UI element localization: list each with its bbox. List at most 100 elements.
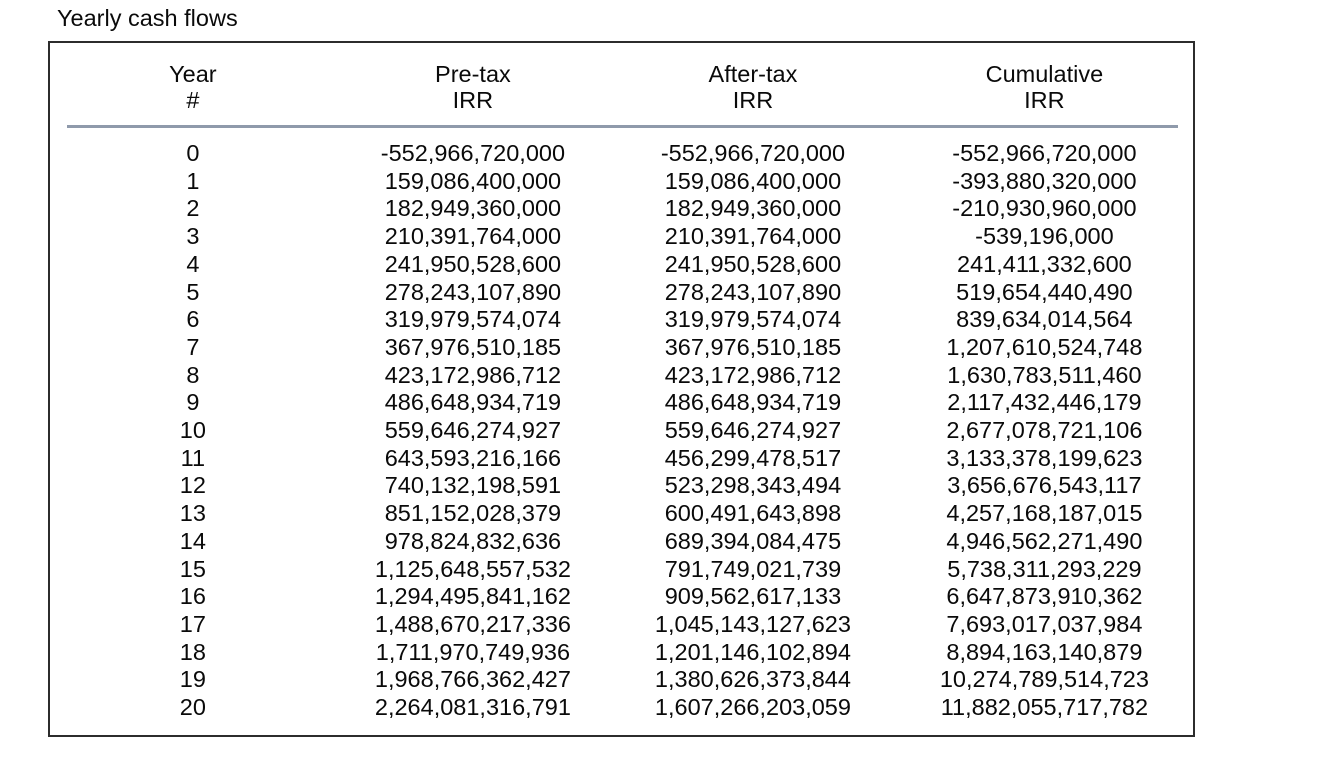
table-cell: 8,894,163,140,879 — [946, 638, 1143, 665]
table-row: 8 423,172,986,712 423,172,986,712 1,630,783… — [50, 362, 1193, 390]
table-row: 16 1,294,495,841,162 909,562,617,133 6,647,… — [50, 583, 1193, 611]
cash-flows-table: Year # Pre-tax IRR After-tax IRR Cumulative IRR… — [48, 41, 1195, 737]
table-row: 1 159,086,400,000 159,086,400,000 -393,880,… — [50, 168, 1193, 196]
table-row: 5 278,243,107,890 278,243,107,890 519,654,4… — [50, 279, 1193, 307]
table-cell: 367,976,510,185 — [384, 333, 562, 360]
table-header-row: Year # Pre-tax IRR After-tax IRR Cumulative IRR — [50, 61, 1193, 113]
column-header-line1: After-tax — [708, 61, 798, 87]
table-cell: 1,607,266,203,059 — [654, 694, 851, 721]
table-cell: 8 — [186, 361, 200, 388]
column-header-line2: IRR — [732, 87, 774, 113]
table-cell: 241,411,332,600 — [957, 250, 1132, 277]
table-cell: 519,654,440,490 — [956, 278, 1133, 305]
table-cell: 1,968,766,362,427 — [374, 666, 571, 693]
table-cell: 1,380,626,373,844 — [654, 666, 851, 693]
table-cell: 0 — [186, 140, 200, 166]
table-row: 4 241,950,528,600 241,950,528,600 241,411,3… — [50, 251, 1193, 279]
table-cell: 1,125,648,557,532 — [374, 555, 571, 582]
table-cell: -552,966,720,000 — [380, 140, 566, 166]
table-cell: 1,294,495,841,162 — [374, 583, 571, 610]
table-cell: 1,207,610,524,748 — [946, 333, 1143, 360]
table-cell: 319,979,574,074 — [384, 306, 562, 333]
column-header-line1: Cumulative — [985, 61, 1104, 87]
table-row: 15 1,125,648,557,532 791,749,021,739 5,738,… — [50, 556, 1193, 584]
table-cell: 14 — [179, 527, 206, 554]
table-row: 3 210,391,764,000 210,391,764,000 -539,196,… — [50, 223, 1193, 251]
table-cell: 278,243,107,890 — [384, 278, 562, 305]
table-cell: 241,950,528,600 — [664, 250, 842, 277]
table-cell: 10 — [179, 417, 206, 444]
table-cell: 11 — [180, 444, 206, 471]
column-header-line1: Pre-tax — [435, 61, 511, 87]
table-cell: 13 — [179, 500, 206, 527]
table-cell: 278,243,107,890 — [664, 278, 842, 305]
table-cell: 2,264,081,316,791 — [374, 694, 571, 721]
table-cell: 7,693,017,037,984 — [946, 610, 1143, 637]
page-title: Yearly cash flows — [57, 5, 238, 31]
table-row: 6 319,979,574,074 319,979,574,074 839,634,0… — [50, 306, 1193, 334]
table-cell: 5,738,311,293,229 — [947, 555, 1142, 582]
table-cell: 7 — [186, 333, 200, 360]
table-cell: 978,824,832,636 — [384, 527, 562, 554]
column-header-line1: Year — [169, 61, 217, 87]
table-cell: 1,201,146,102,894 — [654, 638, 851, 665]
table-cell: 2 — [186, 195, 200, 222]
table-cell: 3,133,378,199,623 — [946, 444, 1143, 471]
table-cell: -552,966,720,000 — [952, 140, 1137, 166]
table-cell: 20 — [179, 694, 206, 721]
table-cell: 6 — [186, 306, 200, 333]
table-row: 19 1,968,766,362,427 1,380,626,373,844 10,2… — [50, 666, 1193, 694]
table-cell: 4 — [186, 250, 200, 277]
table-cell: 210,391,764,000 — [384, 223, 562, 250]
table-row: 12 740,132,198,591 523,298,343,494 3,656,67… — [50, 472, 1193, 500]
table-cell: 1,045,143,127,623 — [654, 610, 851, 637]
table-cell: 909,562,617,133 — [664, 583, 842, 610]
table-cell: 523,298,343,494 — [664, 472, 842, 499]
table-cell: -539,196,000 — [975, 223, 1114, 250]
table-row: 20 2,264,081,316,791 1,607,266,203,059 11,8… — [50, 694, 1193, 722]
table-cell: 15 — [179, 555, 206, 582]
table-cell: 1,630,783,511,460 — [947, 361, 1142, 388]
table-cell: 486,648,934,719 — [664, 389, 842, 416]
table-cell: 423,172,986,712 — [664, 361, 842, 388]
column-header-cumulative: Cumulative IRR — [896, 61, 1193, 113]
column-header-pre-tax: Pre-tax IRR — [336, 61, 610, 113]
table-cell: 6,647,873,910,362 — [946, 583, 1143, 610]
table-cell: 839,634,014,564 — [956, 306, 1133, 333]
table-cell: 851,152,028,379 — [384, 500, 562, 527]
table-cell: 559,646,274,927 — [384, 417, 562, 444]
column-header-year: Year # — [50, 61, 336, 113]
table-cell: 4,946,562,271,490 — [946, 527, 1143, 554]
table-row: 9 486,648,934,719 486,648,934,719 2,117,432… — [50, 389, 1193, 417]
table-cell: -393,880,320,000 — [952, 167, 1137, 194]
table-cell: 689,394,084,475 — [664, 527, 842, 554]
table-cell: 9 — [186, 389, 200, 416]
table-cell: 643,593,216,166 — [384, 444, 562, 471]
table-cell: 182,949,360,000 — [664, 195, 842, 222]
table-cell: 600,491,643,898 — [664, 500, 842, 527]
table-cell: 2,117,432,446,179 — [947, 389, 1142, 416]
table-cell: 3,656,676,543,117 — [947, 472, 1142, 499]
table-cell: 159,086,400,000 — [384, 167, 562, 194]
table-cell: 4,257,168,187,015 — [946, 500, 1143, 527]
table-row: 14 978,824,832,636 689,394,084,475 4,946,56… — [50, 528, 1193, 556]
table-row: 10 559,646,274,927 559,646,274,927 2,677,07… — [50, 417, 1193, 445]
table-row: 11 643,593,216,166 456,299,478,517 3,133,37… — [50, 445, 1193, 473]
table-row: 13 851,152,028,379 600,491,643,898 4,257,16… — [50, 500, 1193, 528]
table-cell: 2,677,078,721,106 — [946, 417, 1143, 444]
table-cell: 16 — [179, 583, 206, 610]
table-cell: 456,299,478,517 — [664, 444, 842, 471]
header-divider — [67, 125, 1178, 128]
table-cell: 423,172,986,712 — [384, 361, 562, 388]
table-cell: 3 — [186, 223, 200, 250]
table-cell: 1,711,970,749,936 — [375, 638, 571, 665]
table-cell: 486,648,934,719 — [384, 389, 562, 416]
table-row: 17 1,488,670,217,336 1,045,143,127,623 7,69… — [50, 611, 1193, 639]
table-body: 0 -552,966,720,000 -552,966,720,000 -552,96… — [50, 140, 1193, 722]
table-row: 7 367,976,510,185 367,976,510,185 1,207,610… — [50, 334, 1193, 362]
table-cell: 367,976,510,185 — [664, 333, 842, 360]
table-row: 2 182,949,360,000 182,949,360,000 -210,930,… — [50, 195, 1193, 223]
table-cell: 559,646,274,927 — [664, 417, 842, 444]
table-cell: 11,882,055,717,782 — [940, 694, 1149, 721]
table-cell: 791,749,021,739 — [664, 555, 842, 582]
